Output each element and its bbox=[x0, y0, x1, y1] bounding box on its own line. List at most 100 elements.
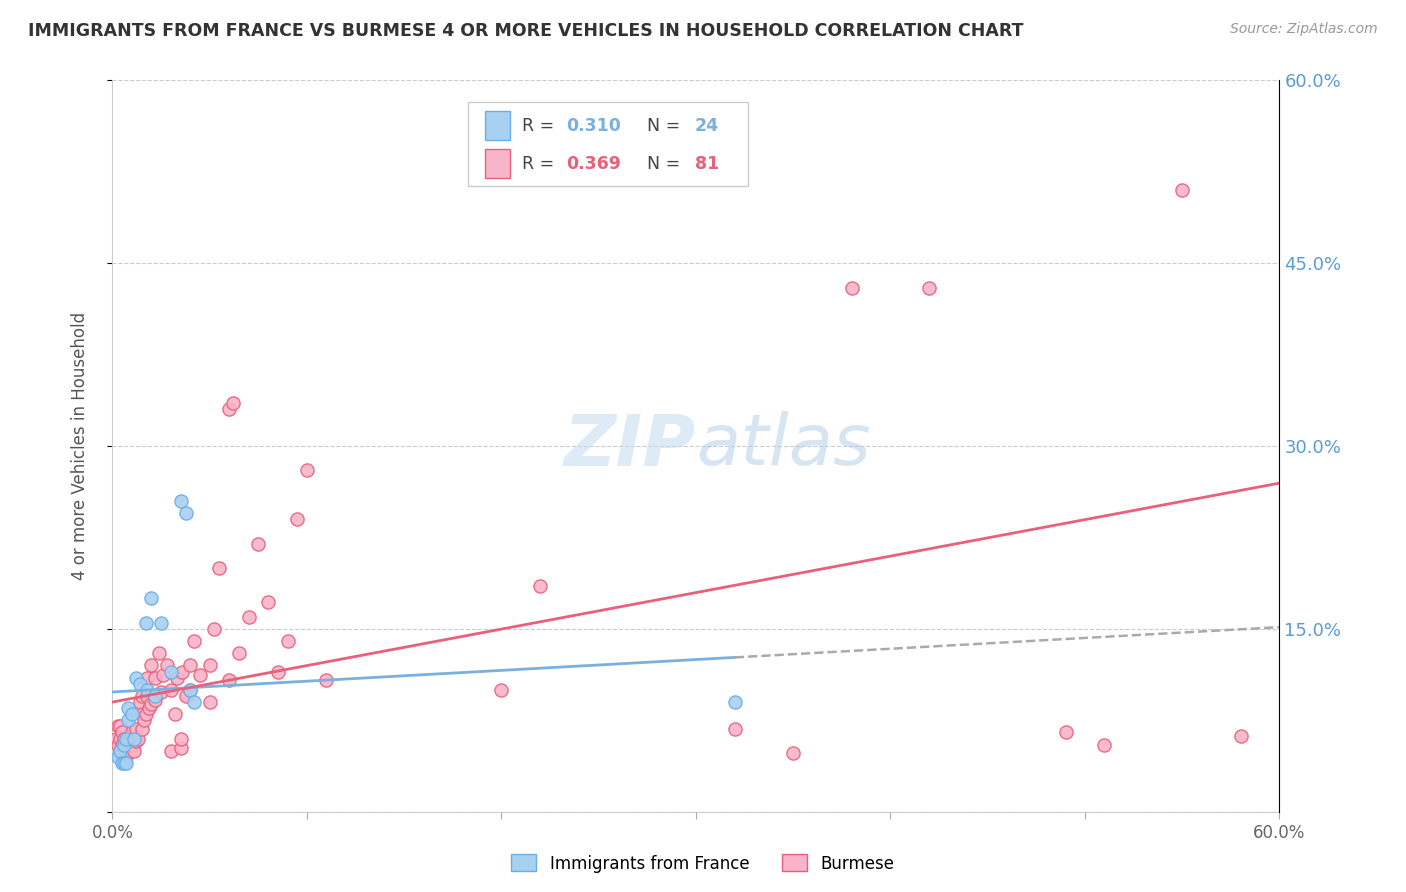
FancyBboxPatch shape bbox=[485, 112, 510, 140]
Point bbox=[238, 609, 260, 624]
Text: 81: 81 bbox=[695, 154, 718, 173]
Point bbox=[782, 746, 804, 760]
Point bbox=[136, 689, 159, 703]
Point bbox=[131, 689, 153, 703]
Point bbox=[1171, 183, 1194, 197]
Y-axis label: 4 or more Vehicles in Household: 4 or more Vehicles in Household bbox=[70, 312, 89, 580]
Text: R =: R = bbox=[522, 154, 560, 173]
Point bbox=[112, 756, 135, 770]
Point bbox=[257, 595, 280, 609]
Point bbox=[115, 731, 138, 746]
Point bbox=[110, 744, 132, 758]
Point bbox=[107, 719, 129, 733]
Point bbox=[112, 738, 135, 752]
Point bbox=[105, 731, 128, 746]
Point bbox=[107, 738, 129, 752]
Point bbox=[183, 634, 205, 648]
Point bbox=[218, 673, 240, 687]
Point bbox=[117, 701, 139, 715]
Point bbox=[183, 695, 205, 709]
Point bbox=[267, 665, 290, 679]
Point bbox=[202, 622, 225, 636]
Point bbox=[118, 744, 141, 758]
Point bbox=[276, 634, 298, 648]
Point bbox=[115, 749, 138, 764]
Point bbox=[127, 731, 149, 746]
Point bbox=[136, 671, 159, 685]
Point bbox=[160, 682, 183, 697]
Point bbox=[198, 695, 221, 709]
Point bbox=[118, 731, 141, 746]
Legend: Immigrants from France, Burmese: Immigrants from France, Burmese bbox=[505, 847, 901, 880]
Point bbox=[208, 561, 231, 575]
Point bbox=[131, 722, 153, 736]
Point bbox=[169, 741, 191, 756]
Point bbox=[128, 695, 150, 709]
Point bbox=[179, 658, 201, 673]
Point bbox=[115, 756, 138, 770]
Text: ZIP: ZIP bbox=[564, 411, 696, 481]
Point bbox=[152, 668, 174, 682]
Point bbox=[111, 725, 134, 739]
Point bbox=[122, 731, 145, 746]
Point bbox=[111, 738, 134, 752]
Point bbox=[160, 665, 183, 679]
Point bbox=[176, 689, 198, 703]
Point bbox=[285, 512, 308, 526]
Point bbox=[222, 396, 245, 410]
Point bbox=[141, 698, 163, 712]
Text: 0.369: 0.369 bbox=[567, 154, 621, 173]
Point bbox=[143, 692, 166, 706]
Point bbox=[150, 685, 173, 699]
Point bbox=[169, 494, 191, 508]
Point bbox=[163, 707, 186, 722]
Point bbox=[295, 463, 318, 477]
Text: N =: N = bbox=[637, 117, 686, 135]
Point bbox=[841, 280, 863, 294]
Point bbox=[228, 646, 250, 660]
Point bbox=[107, 749, 129, 764]
Point bbox=[121, 725, 143, 739]
Text: atlas: atlas bbox=[696, 411, 870, 481]
Point bbox=[112, 731, 135, 746]
Point bbox=[918, 280, 941, 294]
Point bbox=[529, 579, 551, 593]
Point bbox=[176, 506, 198, 520]
Point bbox=[121, 734, 143, 748]
Point bbox=[125, 722, 148, 736]
FancyBboxPatch shape bbox=[468, 103, 748, 186]
Point bbox=[110, 731, 132, 746]
Point bbox=[121, 707, 143, 722]
Point bbox=[247, 536, 270, 550]
Point bbox=[141, 658, 163, 673]
Point bbox=[218, 402, 240, 417]
Point bbox=[166, 671, 188, 685]
Point bbox=[724, 722, 747, 736]
Point bbox=[135, 707, 157, 722]
Point bbox=[131, 707, 153, 722]
Point bbox=[179, 682, 201, 697]
Point bbox=[112, 746, 135, 760]
Text: R =: R = bbox=[522, 117, 560, 135]
Point bbox=[117, 714, 139, 728]
Point bbox=[150, 615, 173, 630]
Point bbox=[117, 734, 139, 748]
Point bbox=[148, 646, 170, 660]
Point bbox=[111, 746, 134, 760]
Point bbox=[169, 731, 191, 746]
Point bbox=[111, 756, 134, 770]
Point bbox=[1054, 725, 1077, 739]
Point bbox=[1229, 729, 1251, 743]
Point bbox=[117, 744, 139, 758]
Point bbox=[125, 671, 148, 685]
Point bbox=[122, 744, 145, 758]
Point bbox=[115, 734, 138, 748]
Point bbox=[1094, 738, 1116, 752]
Point bbox=[188, 668, 211, 682]
Point bbox=[724, 695, 747, 709]
Point bbox=[122, 731, 145, 746]
Point bbox=[138, 701, 160, 715]
Point bbox=[156, 658, 179, 673]
Point bbox=[491, 682, 513, 697]
Point bbox=[143, 689, 166, 703]
